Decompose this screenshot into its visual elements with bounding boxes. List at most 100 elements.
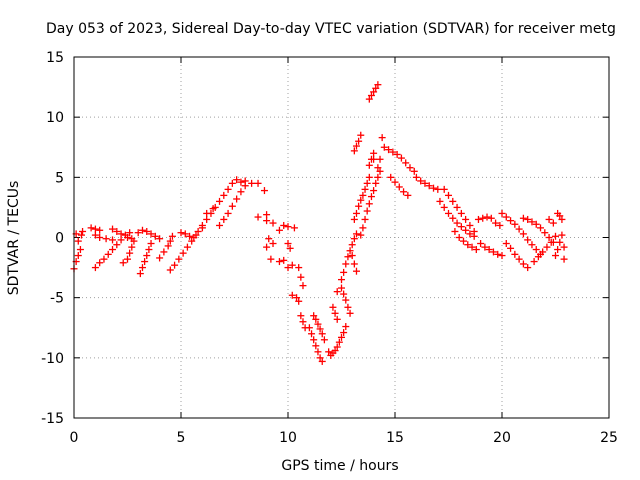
data-point (220, 215, 228, 223)
data-point (297, 312, 305, 320)
data-point (346, 309, 354, 317)
data-point (284, 223, 292, 231)
data-point (181, 230, 189, 238)
data-point (498, 209, 506, 217)
data-point (156, 235, 164, 243)
data-point (320, 336, 328, 344)
data-point (171, 261, 179, 269)
data-point (370, 187, 378, 195)
data-point (145, 246, 153, 254)
data-point (440, 185, 448, 193)
data-point (314, 320, 322, 328)
data-point (352, 142, 360, 150)
data-point (318, 330, 326, 338)
data-point (284, 240, 292, 248)
data-point (357, 231, 365, 239)
x-tick-label: 10 (279, 430, 297, 446)
data-point (124, 255, 131, 263)
data-point (370, 149, 378, 157)
data-point (143, 227, 151, 235)
data-point (342, 296, 350, 304)
data-point (552, 232, 559, 240)
data-point (440, 203, 448, 211)
data-point (537, 224, 545, 232)
data-point (534, 253, 542, 261)
data-point (168, 232, 176, 240)
data-point (310, 312, 318, 320)
data-point (164, 242, 172, 250)
data-point (316, 325, 324, 333)
data-point (352, 230, 360, 238)
y-tick-label: 5 (55, 170, 64, 186)
x-tick-label: 15 (386, 430, 404, 446)
data-point (233, 176, 241, 184)
data-point (350, 215, 358, 223)
data-point (372, 84, 380, 92)
data-point (350, 147, 358, 155)
data-point (254, 213, 262, 221)
data-point (348, 241, 356, 249)
data-point (100, 255, 108, 263)
data-point (237, 188, 245, 196)
data-point (359, 191, 367, 199)
y-tick-label: 0 (55, 231, 64, 247)
data-point (340, 290, 348, 298)
data-point (532, 246, 540, 254)
data-point (350, 260, 358, 268)
data-point (372, 179, 380, 187)
data-point (350, 235, 358, 243)
data-point (117, 236, 125, 244)
data-point (175, 255, 183, 263)
data-point (76, 246, 84, 254)
data-point (91, 264, 99, 272)
data-point (374, 81, 382, 89)
data-point (483, 213, 491, 221)
y-axis-label: SDTVAR / TECUs (6, 181, 22, 296)
data-point (359, 224, 367, 232)
data-point (462, 215, 470, 223)
data-point (143, 252, 151, 260)
data-point (466, 230, 474, 238)
data-point (457, 209, 465, 217)
data-point (314, 348, 322, 356)
data-point (286, 244, 294, 252)
data-point (299, 282, 307, 290)
data-point (293, 294, 301, 302)
data-point (333, 288, 341, 296)
data-point (295, 297, 303, 305)
data-point (547, 238, 555, 246)
y-tick-label: -5 (50, 291, 64, 307)
data-point (385, 146, 393, 154)
data-point (260, 187, 268, 195)
data-point (74, 237, 82, 245)
data-point (138, 264, 146, 272)
data-point (348, 252, 356, 260)
data-point (74, 252, 82, 260)
data-point (511, 250, 519, 258)
data-point (109, 246, 117, 254)
data-point (297, 273, 305, 281)
data-point (338, 276, 345, 284)
data-point (290, 224, 298, 232)
data-point (365, 200, 373, 208)
data-point (160, 248, 168, 256)
data-point (367, 92, 375, 100)
y-tick-labels: -15 -10 -5 0 5 10 15 (41, 50, 64, 427)
data-point (357, 131, 365, 139)
data-point (325, 348, 333, 356)
data-point (361, 215, 369, 223)
data-point (318, 357, 326, 365)
data-point (425, 182, 433, 190)
data-point (130, 237, 138, 245)
data-point (263, 211, 271, 219)
data-point (331, 347, 339, 355)
data-point (198, 221, 206, 229)
y-tick-label: -15 (41, 411, 64, 427)
data-point (104, 250, 112, 258)
data-point (346, 247, 354, 255)
data-point (333, 315, 341, 323)
data-point (502, 213, 510, 221)
data-point (254, 179, 262, 187)
data-point (134, 229, 142, 237)
data-point (365, 95, 373, 103)
